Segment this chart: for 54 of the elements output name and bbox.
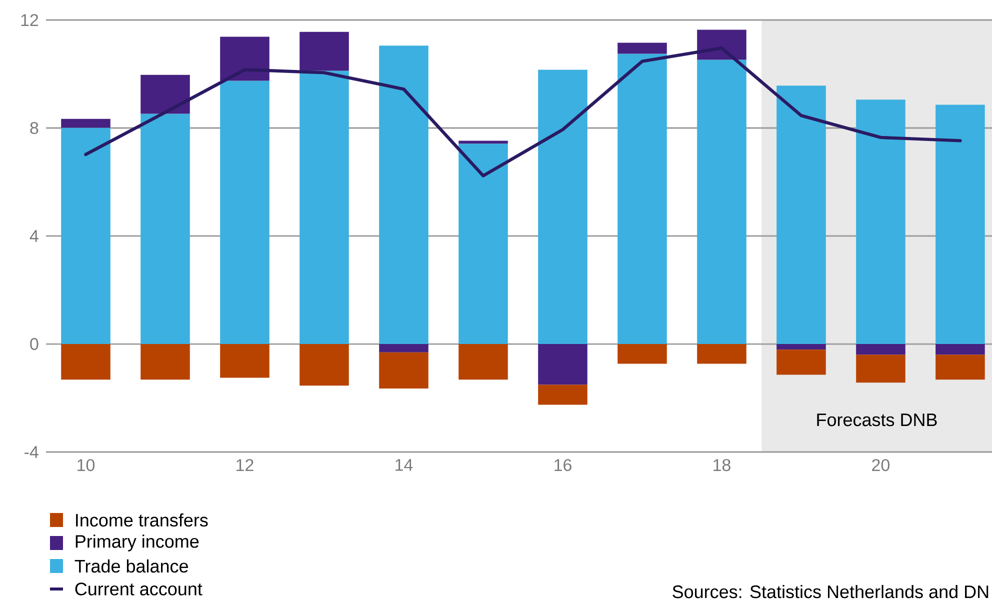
bar [776, 350, 826, 375]
bar [379, 46, 428, 344]
y-tick-label: 8 [30, 122, 38, 134]
bar [776, 86, 826, 344]
bar [776, 344, 826, 350]
bar [220, 36, 270, 81]
bar [61, 118, 110, 128]
band-label: Forecasts DNB [817, 414, 937, 426]
y-tick-label: 4 [30, 230, 38, 242]
bar [856, 354, 906, 383]
x-tick-label: 20 [872, 459, 890, 472]
y-tick-label: 0 [30, 338, 38, 350]
bar [538, 344, 588, 385]
legend-label: Primary income [76, 534, 199, 552]
y-tick-label: -4 [24, 446, 38, 458]
bar [220, 80, 270, 344]
bar [300, 344, 349, 386]
bar [61, 344, 110, 380]
legend-label: Income transfers [76, 513, 208, 527]
source-note: Sources: Statistics Netherlands and DN [672, 584, 988, 598]
legend-label: Trade balance [74, 559, 188, 573]
bar [697, 60, 746, 344]
bar [300, 70, 349, 344]
bar [618, 54, 667, 344]
bar [458, 144, 508, 344]
bar [936, 354, 985, 380]
bar [538, 70, 588, 344]
x-tick-label: 14 [396, 459, 413, 471]
bar [140, 114, 190, 344]
bar [936, 104, 985, 344]
x-tick-label: 16 [554, 459, 572, 472]
bar [458, 344, 508, 380]
bar [697, 344, 746, 364]
bar [618, 42, 667, 54]
bar [856, 344, 906, 355]
legend-label: Current account [75, 582, 202, 596]
bar [140, 74, 190, 114]
x-tick-label: 12 [236, 459, 254, 471]
bar [936, 344, 985, 355]
bar [618, 344, 667, 364]
bar [538, 384, 588, 405]
bar [856, 100, 906, 344]
bar [379, 352, 428, 389]
bar [300, 32, 349, 71]
x-tick-label: 18 [714, 459, 730, 472]
bar [697, 30, 746, 60]
bar [458, 140, 508, 144]
bar [379, 344, 428, 352]
x-tick-label: 10 [78, 459, 95, 472]
bar [220, 344, 270, 378]
line-series [84, 46, 962, 178]
bar [61, 128, 110, 344]
bar [140, 344, 190, 380]
y-tick-label: 12 [21, 14, 38, 26]
